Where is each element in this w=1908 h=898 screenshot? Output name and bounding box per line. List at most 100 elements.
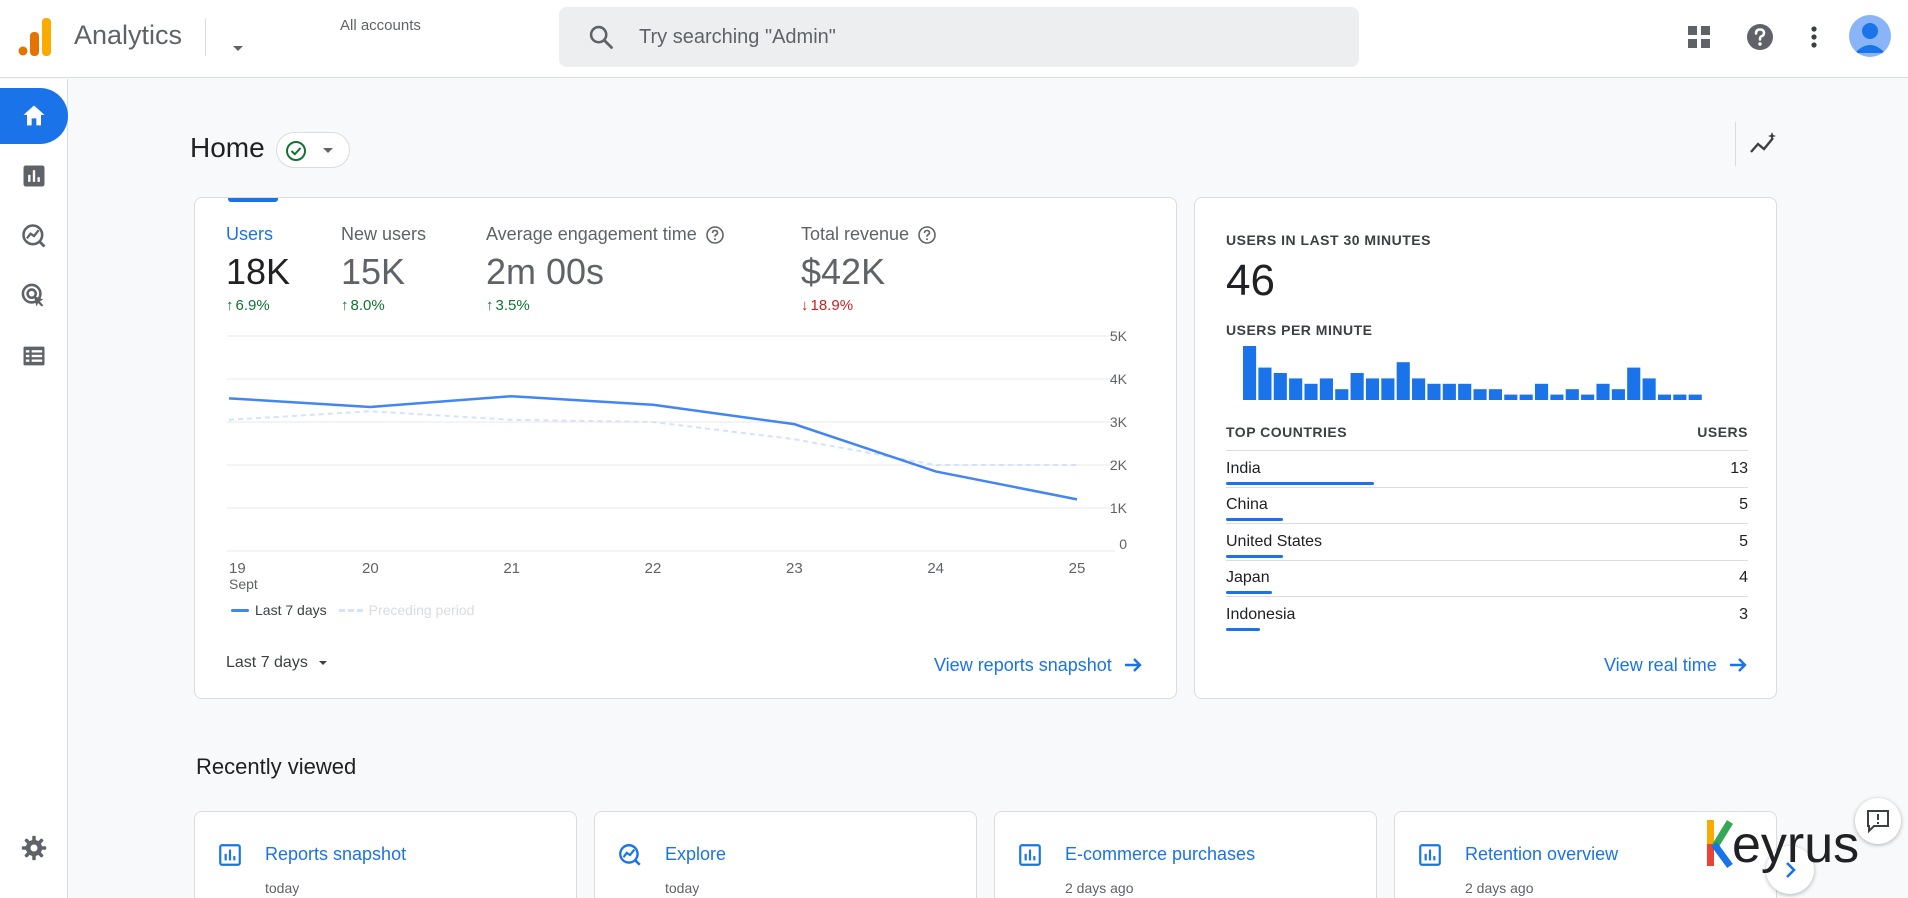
- minute-bar[interactable]: [1412, 378, 1426, 400]
- minute-bar[interactable]: [1304, 383, 1318, 400]
- minute-bar[interactable]: [1627, 367, 1641, 400]
- carousel-next-button[interactable]: [1766, 846, 1814, 894]
- account-caret-icon[interactable]: [228, 38, 248, 58]
- feedback-button[interactable]: [1855, 798, 1901, 844]
- y-tick-label: 4K: [1110, 371, 1128, 387]
- y-tick-label: 1K: [1110, 500, 1128, 516]
- help-icon[interactable]: [1743, 20, 1777, 54]
- nav-home[interactable]: [0, 88, 68, 144]
- minute-bar[interactable]: [1673, 394, 1687, 400]
- account-selector-label[interactable]: All accounts: [340, 17, 421, 34]
- minute-bar[interactable]: [1335, 389, 1349, 400]
- minute-bar[interactable]: [1596, 383, 1610, 400]
- minute-bar[interactable]: [1519, 394, 1533, 400]
- minute-bar[interactable]: [1473, 389, 1487, 400]
- country-row[interactable]: United States 5: [1226, 523, 1748, 560]
- nav-admin[interactable]: [0, 820, 68, 876]
- minute-bar[interactable]: [1396, 362, 1410, 400]
- search-input[interactable]: [639, 7, 1339, 67]
- view-real-time-link[interactable]: View real time: [1604, 654, 1749, 676]
- nav-reports[interactable]: [0, 148, 68, 204]
- search-bar[interactable]: [559, 7, 1359, 67]
- country-row[interactable]: India 13: [1226, 450, 1748, 487]
- view-reports-snapshot-link[interactable]: View reports snapshot: [934, 654, 1144, 676]
- arrow-right-icon: [1124, 658, 1142, 672]
- minute-bar[interactable]: [1350, 373, 1364, 400]
- chevron-down-icon: [323, 148, 333, 153]
- series-line-preceding-period: [228, 410, 1077, 466]
- more-vert-icon[interactable]: [1797, 20, 1831, 54]
- recent-item-time: 2 days ago: [1065, 880, 1134, 896]
- metric-value: 15K: [341, 251, 406, 292]
- users-line-chart: 0 1K 2K 3K 4K 5K 19 20 21 22 23 24 25 Sept: [227, 328, 1128, 592]
- country-row[interactable]: Japan 4: [1226, 559, 1748, 597]
- minute-bar[interactable]: [1289, 378, 1303, 400]
- chevron-right-icon: [1786, 862, 1796, 878]
- date-range-selector[interactable]: Last 7 days: [226, 654, 330, 672]
- avatar-person-icon: [1855, 23, 1885, 53]
- x-tick-label: 21: [503, 560, 520, 577]
- legend-swatch-previous: [338, 608, 363, 612]
- country-share-bar: [1226, 627, 1261, 631]
- svg-text:eyrus: eyrus: [1732, 816, 1859, 874]
- minute-bar[interactable]: [1243, 346, 1257, 400]
- minute-bar[interactable]: [1258, 367, 1272, 400]
- minute-bar[interactable]: [1688, 394, 1702, 400]
- metric-label: Users: [226, 224, 274, 244]
- apps-grid-icon[interactable]: [1682, 20, 1716, 54]
- minute-bar[interactable]: [1565, 389, 1579, 400]
- minute-bar[interactable]: [1550, 394, 1564, 400]
- property-status-dropdown[interactable]: [276, 132, 350, 168]
- arrow-up-icon: ↑: [486, 297, 494, 314]
- help-outline-icon[interactable]: [705, 225, 725, 245]
- minute-bar[interactable]: [1657, 394, 1672, 400]
- metric-value: 18K: [226, 251, 291, 292]
- analytics-logo[interactable]: [18, 18, 52, 56]
- recent-item-time: today: [265, 880, 300, 896]
- users-per-minute-bars: [1243, 346, 1702, 400]
- help-outline-icon[interactable]: [917, 225, 937, 245]
- metric-tab-total-revenue[interactable]: Total revenue $42K ↓ 18.9%: [801, 224, 937, 314]
- nav-advertising[interactable]: [0, 268, 68, 324]
- link-label: View reports snapshot: [934, 654, 1112, 675]
- x-tick-label: 25: [1069, 560, 1086, 577]
- nav-configure[interactable]: [0, 328, 68, 384]
- minute-bar[interactable]: [1381, 378, 1395, 400]
- minute-bar[interactable]: [1365, 378, 1380, 400]
- minute-bar[interactable]: [1319, 378, 1333, 400]
- recent-item-card[interactable]: Reports snapshot today: [194, 811, 577, 898]
- bar-chart-icon: [219, 844, 241, 866]
- divider: [205, 18, 206, 56]
- metric-delta: ↑ 6.9%: [226, 297, 270, 314]
- minute-bar[interactable]: [1427, 383, 1441, 400]
- link-label: View real time: [1604, 654, 1717, 675]
- minute-bar[interactable]: [1581, 394, 1595, 400]
- arrow-down-icon: ↓: [801, 297, 809, 314]
- metric-tab-users[interactable]: Users 18K ↑ 6.9%: [226, 224, 290, 314]
- minute-bar[interactable]: [1488, 389, 1503, 400]
- explore-icon: [22, 224, 46, 248]
- insights-icon[interactable]: [1748, 128, 1780, 160]
- metric-tab-new-users[interactable]: New users 15K ↑ 8.0%: [341, 224, 426, 314]
- country-row[interactable]: China 5: [1226, 486, 1748, 524]
- minute-bar[interactable]: [1273, 373, 1287, 400]
- legend-label-current: Last 7 days: [255, 602, 327, 618]
- metric-tab-engagement-time[interactable]: Average engagement time 2m 00s ↑ 3.5%: [486, 224, 725, 314]
- nav-explore[interactable]: [0, 208, 68, 264]
- minute-bar[interactable]: [1534, 383, 1549, 400]
- minute-bar[interactable]: [1442, 383, 1456, 400]
- country-share-bar: [1226, 591, 1272, 594]
- minute-bar[interactable]: [1642, 378, 1656, 400]
- realtime-heading: USERS IN LAST 30 MINUTES: [1226, 232, 1431, 248]
- y-tick-label: 0: [1119, 536, 1127, 552]
- metric-delta: ↑ 8.0%: [341, 297, 385, 314]
- minute-bar[interactable]: [1611, 389, 1625, 400]
- countries-header: TOP COUNTRIES USERS: [1226, 424, 1748, 440]
- recent-item-card[interactable]: Explore today: [594, 811, 977, 898]
- account-avatar[interactable]: [1849, 15, 1891, 57]
- country-row[interactable]: Indonesia 3: [1226, 596, 1748, 633]
- minute-bar[interactable]: [1504, 394, 1518, 400]
- overview-card: Users 18K ↑ 6.9% New users 15K ↑ 8.0% Aver…: [194, 197, 1177, 699]
- minute-bar[interactable]: [1458, 383, 1472, 400]
- recent-item-card[interactable]: E-commerce purchases 2 days ago: [994, 811, 1377, 898]
